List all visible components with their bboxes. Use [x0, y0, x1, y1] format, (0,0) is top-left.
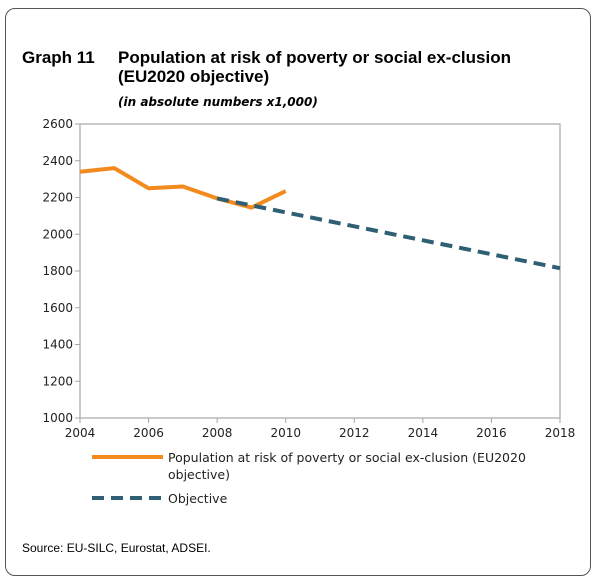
- chart-title: Population at risk of poverty or social …: [118, 48, 511, 86]
- y-tick-label: 1400: [42, 338, 73, 352]
- y-tick-label: 1200: [42, 374, 73, 388]
- x-tick-label: 2012: [339, 426, 370, 440]
- y-tick-label: 2400: [42, 154, 73, 168]
- x-tick-label: 2014: [408, 426, 439, 440]
- chart-subtitle: (in absolute numbers x1,000): [118, 95, 318, 109]
- y-tick-label: 1800: [42, 264, 73, 278]
- legend-label-population: Population at risk of poverty or social …: [168, 450, 526, 482]
- y-tick-label: 2200: [42, 191, 73, 205]
- x-tick-label: 2018: [545, 426, 576, 440]
- legend-label-objective: Objective: [168, 491, 228, 506]
- source-note: Source: EU-SILC, Eurostat, ADSEI.: [22, 541, 211, 555]
- y-tick-label: 1000: [42, 411, 73, 425]
- graph-number: Graph 11: [22, 48, 95, 67]
- x-tick-label: 2016: [476, 426, 507, 440]
- y-tick-label: 2000: [42, 227, 73, 241]
- chart-frame: [5, 8, 591, 576]
- plot-area-border: [79, 123, 561, 419]
- y-tick-label: 1600: [42, 301, 73, 315]
- objective-series-line: [216, 196, 561, 271]
- x-tick-label: 2006: [133, 426, 164, 440]
- x-tick-label: 2010: [270, 426, 301, 440]
- y-tick-label: 2600: [42, 117, 73, 131]
- x-tick-label: 2008: [202, 426, 233, 440]
- x-tick-label: 2004: [65, 426, 96, 440]
- population-series-line: [79, 166, 287, 210]
